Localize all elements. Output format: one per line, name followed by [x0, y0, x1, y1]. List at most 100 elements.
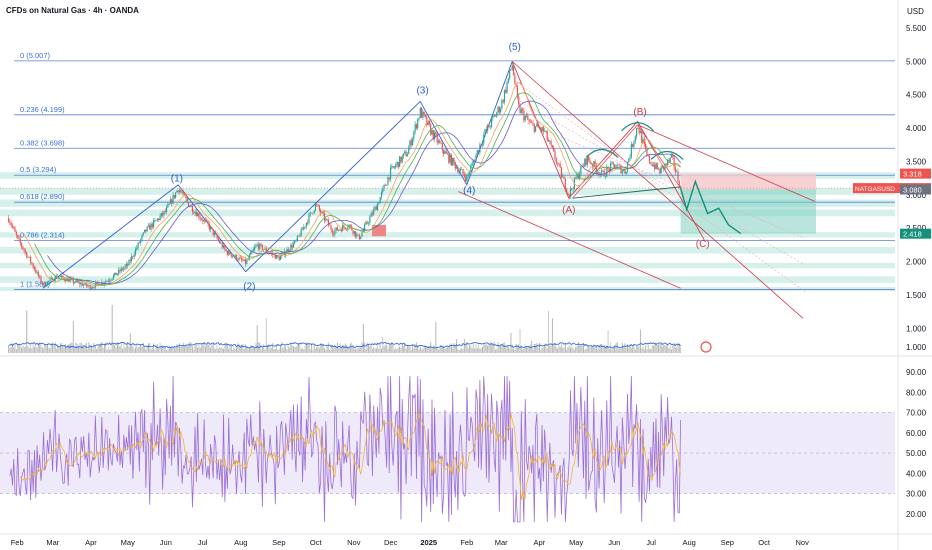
- volume-bar: [137, 347, 139, 353]
- candle-body: [63, 277, 65, 280]
- candle-body: [203, 219, 205, 222]
- volume-bar: [300, 348, 302, 353]
- volume-bar: [458, 349, 460, 353]
- candle-body: [657, 168, 660, 170]
- volume-bar: [299, 344, 301, 353]
- volume-bar: [282, 348, 284, 353]
- volume-bar: [142, 342, 144, 353]
- candle-body: [379, 197, 381, 204]
- volume-bar: [198, 344, 200, 353]
- candle-body: [366, 222, 368, 224]
- price-axis-tick: 1.500: [906, 291, 927, 300]
- candle-body: [24, 250, 27, 253]
- candle-body: [558, 163, 560, 165]
- candle-body: [335, 227, 337, 231]
- volume-bar: [617, 349, 619, 353]
- volume-bar: [425, 345, 427, 353]
- volume-bar: [177, 346, 179, 353]
- candle-body: [134, 249, 137, 255]
- candle-body: [168, 203, 170, 205]
- candle-body: [187, 201, 190, 207]
- volume-bar: [566, 349, 568, 353]
- candle-body: [444, 151, 446, 154]
- candle-body: [433, 132, 436, 140]
- candle-body: [23, 248, 25, 251]
- candle-body: [667, 159, 669, 165]
- candle-body: [537, 123, 539, 128]
- candle-body: [268, 252, 270, 254]
- volume-bar: [545, 343, 547, 353]
- candle-body: [392, 166, 394, 168]
- volume-bar: [403, 345, 405, 353]
- candle-body: [489, 126, 491, 128]
- candle-body: [42, 282, 45, 285]
- volume-bar: [292, 346, 294, 353]
- candle-body: [630, 144, 632, 157]
- volume-bar: [524, 344, 526, 353]
- volume-bar: [542, 346, 544, 353]
- volume-bar: [419, 346, 421, 353]
- candle-body: [679, 186, 682, 188]
- volume-bar: [496, 349, 498, 353]
- volume-bar: [294, 347, 296, 353]
- volume-bar: [614, 346, 616, 353]
- volume-bar: [318, 348, 320, 353]
- volume-bar: [651, 344, 653, 353]
- candle-body: [615, 166, 617, 168]
- candle-body: [256, 244, 258, 246]
- candle-body: [509, 68, 511, 79]
- candle-body: [586, 155, 588, 165]
- price-axis-tick: 4.000: [906, 124, 927, 133]
- volume-bar: [355, 348, 357, 353]
- volume-bar: [256, 325, 258, 353]
- candle-body: [566, 189, 568, 194]
- volume-bar: [193, 349, 195, 353]
- rsi-line: [9, 376, 681, 523]
- candle-body: [220, 242, 222, 244]
- volume-axis-tick: 1.000: [906, 343, 927, 352]
- candle-body: [466, 175, 468, 182]
- candle-body: [476, 150, 478, 155]
- candle-body: [556, 163, 559, 164]
- volume-bar: [9, 347, 11, 353]
- candle-body: [382, 188, 384, 192]
- volume-bar: [71, 342, 73, 353]
- channel-line: [458, 191, 681, 289]
- volume-bar: [202, 345, 204, 353]
- volume-bar: [215, 348, 217, 353]
- volume-bar: [107, 346, 109, 353]
- volume-bar: [331, 344, 333, 353]
- candle-body: [399, 156, 401, 168]
- volume-bar: [245, 343, 247, 353]
- volume-bar: [313, 344, 315, 353]
- price-tag-value: 2.418: [903, 230, 922, 239]
- volume-bar: [621, 342, 623, 353]
- candle-body: [10, 223, 12, 226]
- volume-bar: [134, 347, 136, 353]
- volume-bar: [415, 342, 417, 353]
- volume-bar: [335, 345, 337, 353]
- volume-bar: [491, 344, 493, 353]
- candle-body: [384, 184, 386, 186]
- volume-bar: [492, 343, 494, 353]
- volume-bar: [188, 343, 190, 353]
- candle-body: [641, 131, 643, 143]
- volume-bar: [665, 345, 667, 353]
- candle-body: [490, 117, 493, 127]
- volume-bar: [619, 348, 621, 353]
- volume-bar: [540, 349, 542, 353]
- candle-body: [564, 178, 566, 190]
- candle-body: [138, 242, 140, 244]
- channel-line: [637, 124, 816, 202]
- volume-bar: [536, 343, 538, 353]
- candle-body: [246, 259, 248, 264]
- volume-bar: [548, 310, 550, 353]
- candle-body: [462, 169, 464, 174]
- volume-bar: [560, 343, 562, 353]
- volume-bar: [316, 347, 318, 353]
- volume-bar: [305, 342, 307, 353]
- fib-level-label: 0.786 (2.314): [20, 231, 65, 240]
- price-axis-tick: 3.000: [906, 191, 927, 200]
- volume-bar: [457, 349, 459, 353]
